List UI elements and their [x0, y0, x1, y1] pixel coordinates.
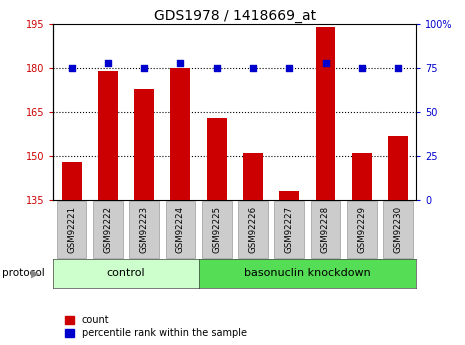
Bar: [134, 89, 154, 200]
Text: GSM92222: GSM92222: [103, 206, 113, 253]
Text: control: control: [106, 268, 146, 278]
Point: [140, 66, 148, 71]
Text: GSM92221: GSM92221: [67, 206, 76, 253]
FancyBboxPatch shape: [383, 201, 413, 258]
Text: GSM92229: GSM92229: [357, 206, 366, 253]
FancyBboxPatch shape: [57, 201, 86, 258]
Bar: [243, 153, 263, 200]
Bar: [388, 136, 408, 200]
Text: GSM92224: GSM92224: [176, 206, 185, 253]
Bar: [171, 68, 190, 200]
Text: GSM92226: GSM92226: [248, 206, 258, 253]
FancyBboxPatch shape: [238, 201, 268, 258]
Bar: [279, 191, 299, 200]
Bar: [316, 27, 335, 200]
Point: [249, 66, 257, 71]
Text: GSM92230: GSM92230: [393, 206, 403, 253]
FancyBboxPatch shape: [202, 201, 232, 258]
Point: [286, 66, 293, 71]
Point: [68, 66, 75, 71]
FancyBboxPatch shape: [166, 201, 195, 258]
Bar: [98, 71, 118, 200]
Text: GSM92225: GSM92225: [212, 206, 221, 253]
Text: GSM92227: GSM92227: [285, 206, 294, 253]
FancyBboxPatch shape: [347, 201, 377, 258]
FancyBboxPatch shape: [93, 201, 123, 258]
Text: protocol: protocol: [2, 268, 45, 278]
Point: [394, 66, 402, 71]
Point: [322, 60, 329, 66]
Text: GSM92228: GSM92228: [321, 206, 330, 253]
Text: basonuclin knockdown: basonuclin knockdown: [244, 268, 371, 278]
Point: [358, 66, 365, 71]
Text: GSM92223: GSM92223: [140, 206, 149, 253]
Point: [104, 60, 112, 66]
Bar: [62, 162, 81, 200]
FancyBboxPatch shape: [311, 201, 340, 258]
FancyBboxPatch shape: [274, 201, 304, 258]
Point: [177, 60, 184, 66]
Text: ▶: ▶: [31, 268, 40, 278]
Title: GDS1978 / 1418669_at: GDS1978 / 1418669_at: [154, 9, 316, 23]
Legend: count, percentile rank within the sample: count, percentile rank within the sample: [65, 315, 247, 338]
Point: [213, 66, 220, 71]
Bar: [207, 118, 226, 200]
FancyBboxPatch shape: [129, 201, 159, 258]
Bar: [352, 153, 372, 200]
